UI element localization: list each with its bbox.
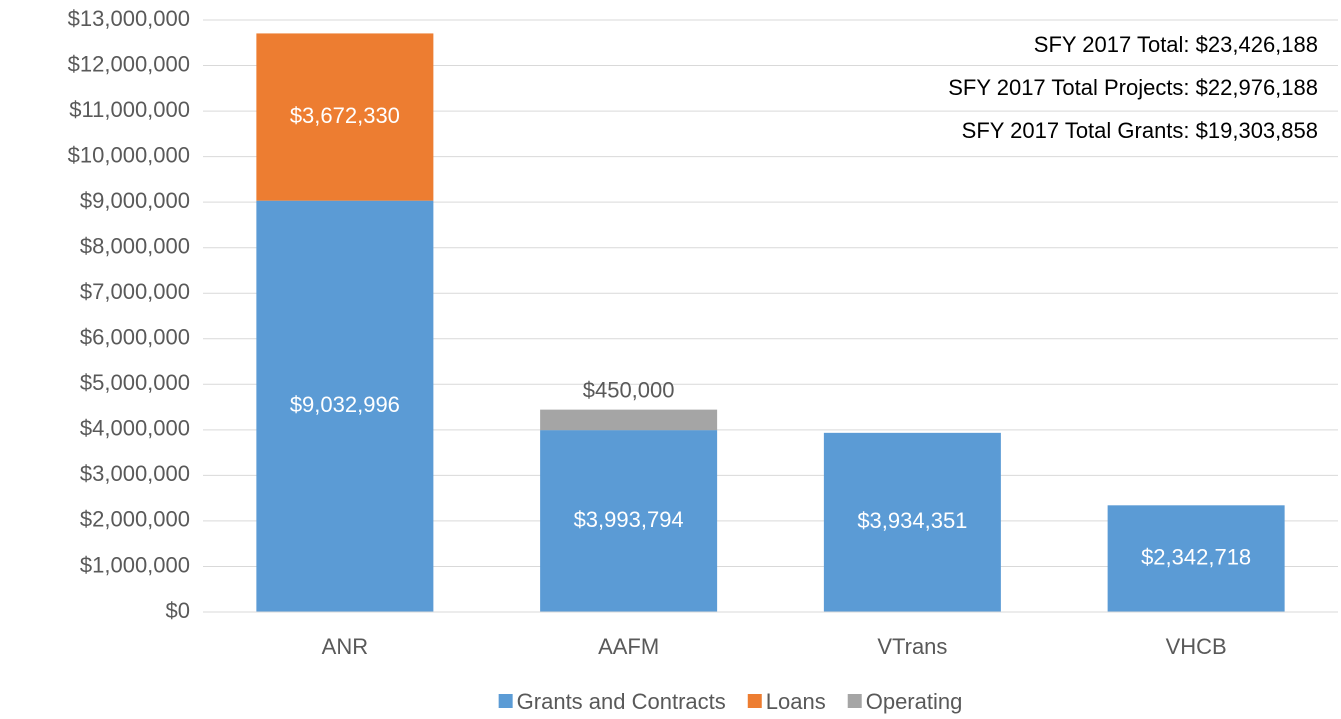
y-tick-label: $12,000,000 [68,51,190,76]
data-label: $2,342,718 [1141,544,1251,569]
bar-segment [540,409,718,431]
legend-swatch [747,694,762,708]
bar-segment [1107,505,1285,612]
annotation: SFY 2017 Total Grants: $19,303,858 [962,118,1318,143]
y-tick-label: $9,000,000 [80,188,190,213]
x-tick-label: VTrans [877,634,947,659]
y-tick-label: $1,000,000 [80,552,190,577]
x-tick-label: ANR [322,634,368,659]
y-tick-label: $3,000,000 [80,461,190,486]
data-label: $9,032,996 [290,392,400,417]
data-label: $3,993,794 [574,507,684,532]
y-tick-label: $2,000,000 [80,507,190,532]
legend-label: Operating [866,689,963,714]
y-tick-label: $0 [166,598,190,623]
legend-swatch [847,694,862,708]
x-tick-label: VHCB [1166,634,1227,659]
legend-label: Loans [766,689,826,714]
legend-swatch [498,694,513,708]
bar-segment [540,430,718,612]
y-tick-label: $11,000,000 [69,97,190,122]
y-tick-label: $4,000,000 [80,416,190,441]
y-tick-label: $5,000,000 [80,370,190,395]
data-label: $450,000 [583,377,675,402]
y-tick-label: $7,000,000 [80,279,190,304]
x-tick-label: AAFM [598,634,659,659]
y-tick-label: $10,000,000 [68,142,190,167]
annotation: SFY 2017 Total Projects: $22,976,188 [948,75,1318,100]
y-tick-label: $8,000,000 [80,234,190,259]
bar-segment [823,432,1001,612]
data-label: $3,934,351 [857,508,967,533]
data-label: $3,672,330 [290,103,400,128]
y-tick-label: $13,000,000 [68,6,190,31]
bar-segment [256,200,434,613]
legend-label: Grants and Contracts [517,689,726,714]
annotation: SFY 2017 Total: $23,426,188 [1034,32,1318,57]
bar-segment [256,33,434,201]
y-tick-label: $6,000,000 [80,325,190,350]
